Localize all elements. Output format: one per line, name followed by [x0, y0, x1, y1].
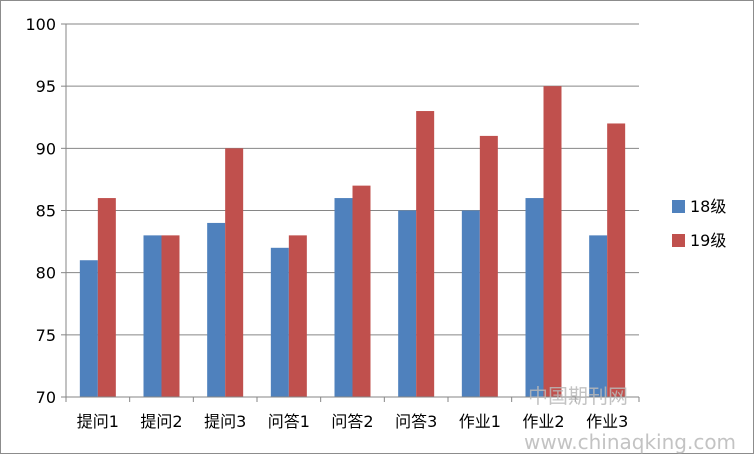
- x-tick-label: 作业3: [586, 412, 628, 431]
- y-tick-label: 95: [36, 77, 56, 96]
- x-tick-label: 提问2: [140, 412, 182, 431]
- bar-series2: [161, 235, 180, 397]
- y-tick-label: 90: [36, 139, 56, 158]
- bar-series1: [525, 198, 544, 397]
- bar-series2: [352, 185, 371, 397]
- x-tick-label: 作业1: [459, 412, 501, 431]
- legend-label: 19级: [690, 231, 726, 250]
- bar-series2: [543, 86, 562, 398]
- bar-series1: [207, 222, 226, 397]
- x-tick-label: 问答1: [268, 412, 310, 431]
- y-tick-label: 75: [36, 326, 56, 345]
- bar-series1: [334, 198, 353, 397]
- bar-series2: [479, 135, 498, 397]
- bar-series2: [225, 148, 244, 397]
- x-tick-label: 问答2: [331, 412, 373, 431]
- y-tick-label: 80: [36, 264, 56, 283]
- bar-series1: [270, 247, 289, 397]
- bar-series1: [398, 210, 417, 397]
- axes: [61, 23, 640, 402]
- x-tick-label: 提问1: [77, 412, 119, 431]
- x-tick-label: 作业2: [522, 412, 564, 431]
- bar-series2: [607, 123, 626, 397]
- bars: [79, 86, 626, 398]
- x-tick-labels: 提问1 提问2 提问3 问答1 问答2 问答3 作业1 作业2 作业3: [77, 412, 629, 431]
- bar-series2: [288, 235, 307, 397]
- bar-series2: [97, 198, 116, 397]
- bar-series1: [143, 235, 162, 397]
- watermark-url-text: www.chinaqking.com: [524, 430, 736, 454]
- legend-swatch: [672, 200, 685, 213]
- x-tick-label: 问答3: [395, 412, 437, 431]
- bar-series2: [416, 111, 435, 398]
- bar-series1: [79, 260, 98, 397]
- y-tick-label: 70: [36, 388, 56, 407]
- bar-series1: [461, 210, 480, 397]
- legend-label: 18级: [690, 197, 726, 216]
- legend: 18级 19级: [672, 197, 726, 250]
- y-tick-label: 100: [25, 15, 56, 34]
- y-tick-labels: 70 75 80 85 90 95 100: [25, 15, 56, 407]
- x-tick-label: 提问3: [204, 412, 246, 431]
- watermark: 中国期刊网 www.chinaqking.com: [524, 384, 736, 454]
- legend-swatch: [672, 234, 685, 247]
- bar-series1: [589, 235, 608, 397]
- watermark-logo-text: 中国期刊网: [528, 384, 628, 408]
- y-tick-label: 85: [36, 202, 56, 221]
